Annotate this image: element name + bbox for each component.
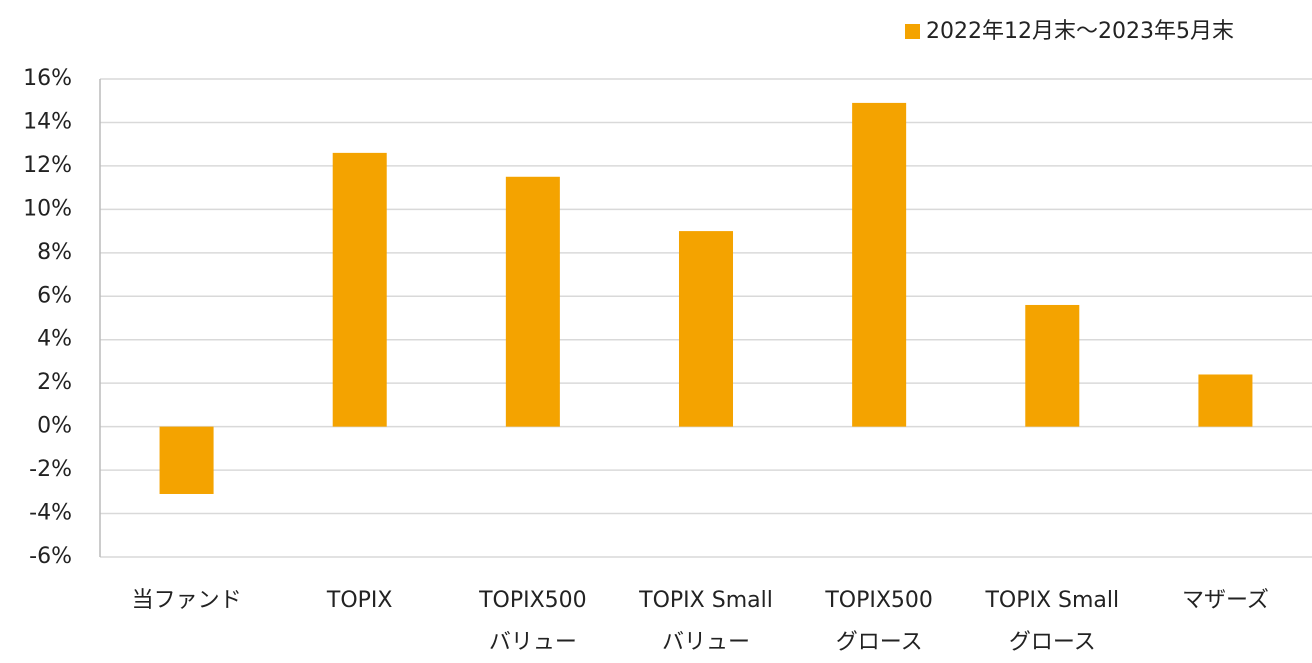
- y-tick-label: 4%: [37, 327, 72, 352]
- x-tick-label: TOPIX500 バリュー: [478, 588, 587, 655]
- y-tick-label: 10%: [23, 196, 72, 221]
- y-tick-label: -2%: [29, 457, 72, 482]
- y-tick-label: 0%: [37, 414, 72, 439]
- x-tick-label: TOPIX500 グロース: [824, 588, 933, 655]
- x-tick-label: TOPIX Small バリュー: [638, 588, 773, 655]
- bar: [1198, 374, 1253, 427]
- y-tick-label: 6%: [37, 283, 72, 308]
- x-tick-label: TOPIX: [326, 588, 393, 613]
- y-tick-label: 8%: [37, 240, 72, 265]
- bar: [159, 426, 214, 494]
- bar: [852, 102, 907, 427]
- legend-label: 2022年12月末～2023年5月末: [926, 19, 1234, 44]
- y-tick-label: -4%: [29, 501, 72, 526]
- bar: [678, 231, 734, 427]
- y-tick-label: 12%: [23, 153, 72, 178]
- y-tick-label: 16%: [23, 66, 72, 91]
- bar: [505, 176, 560, 427]
- x-tick-label: マザーズ: [1182, 588, 1269, 613]
- y-tick-label: 2%: [37, 370, 72, 395]
- bar: [332, 152, 387, 427]
- bar: [1025, 304, 1080, 427]
- legend-swatch: [905, 24, 920, 39]
- y-tick-label: 14%: [23, 109, 72, 134]
- y-tick-label: -6%: [29, 544, 72, 569]
- x-tick-label: TOPIX Small グロース: [984, 588, 1119, 655]
- x-tick-label: 当ファンド: [132, 588, 242, 613]
